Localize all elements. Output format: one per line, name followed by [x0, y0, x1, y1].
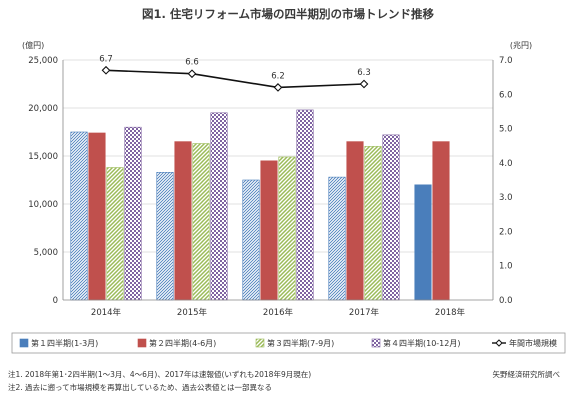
y-right-tick-label: 2.0 — [499, 227, 513, 237]
line-data-label: 6.7 — [99, 54, 113, 64]
bar-2016年-q1 — [242, 179, 260, 301]
legend-swatch — [371, 338, 381, 348]
line-marker — [273, 83, 283, 92]
y-right-unit: (兆円) — [510, 40, 532, 50]
line-marker — [101, 65, 111, 75]
legend-label: 第１四半期(1-3月) — [31, 338, 98, 348]
line-marker — [359, 79, 369, 89]
y-right-tick-label: 6.0 — [499, 90, 513, 100]
bar-2014年-q4 — [124, 126, 142, 301]
source-label: 矢野経済研究所調べ — [493, 369, 561, 379]
y-right-tick-label: 4.0 — [499, 159, 513, 169]
line-data-label: 6.6 — [185, 58, 199, 68]
x-tick-label: 2014年 — [91, 307, 122, 318]
chart-title: 図1. 住宅リフォーム市場の四半期別の市場トレンド推移 — [142, 7, 435, 21]
legend-label: 第２四半期(4-6月) — [149, 338, 216, 348]
legend-swatch — [19, 338, 29, 348]
note-1: 注1. 2018年第1･2四半期(1～3月、4～6月)、2017年は速報値(いず… — [8, 369, 311, 379]
axes: 0 5,000 10,000 15,000 20,000 25,000 0.0 1.0 2.0 3… — [28, 56, 512, 318]
legend-swatch — [137, 338, 147, 348]
y-right-tick-label: 3.0 — [499, 193, 513, 203]
y-right-tick-label: 5.0 — [499, 125, 513, 135]
bar-2017年-q4 — [382, 134, 400, 301]
bar-2016年-q2 — [260, 160, 278, 301]
legend-label: 年間市場規模 — [509, 338, 557, 348]
bar-2018年-q2 — [432, 141, 450, 301]
bar-2014年-q1 — [70, 131, 88, 301]
y-left-tick-label: 0 — [53, 296, 58, 306]
bar-2015年-q1 — [156, 172, 174, 301]
legend-box — [11, 332, 566, 354]
bar-2014年-q2 — [88, 132, 106, 301]
bar-2015年-q4 — [210, 112, 228, 301]
note-2: 注2. 過去に遡って市場規模を再算出しているため、過去公表値とは一部異なる — [8, 382, 272, 392]
bar-2017年-q3 — [364, 146, 382, 301]
y-right-tick-label: 7.0 — [499, 56, 513, 66]
legend: 第１四半期(1-3月) 第２四半期(4-6月) 第３四半期(7-9月) 第４四半期(1… — [11, 332, 566, 354]
bar-2016年-q3 — [278, 156, 296, 301]
y-left-tick-label: 25,000 — [28, 56, 58, 66]
bar-2016年-q4 — [296, 109, 314, 301]
legend-label: 第４四半期(10-12月) — [383, 338, 461, 348]
x-tick-label: 2017年 — [349, 307, 380, 318]
y-left-tick-label: 15,000 — [28, 152, 58, 162]
bar-2017年-q2 — [346, 141, 364, 301]
y-right-tick-label: 1.0 — [499, 262, 513, 272]
legend-swatch — [255, 338, 265, 348]
line-data-label: 6.2 — [271, 71, 285, 81]
bar-2017年-q1 — [328, 176, 346, 301]
bar-2015年-q2 — [174, 141, 192, 301]
y-left-tick-label: 20,000 — [28, 104, 58, 114]
line-series: 6.7 6.6 6.2 6.3 — [99, 54, 371, 92]
y-right-tick-label: 0.0 — [499, 296, 513, 306]
line-marker — [187, 69, 197, 79]
legend-label: 第３四半期(7-9月) — [267, 338, 334, 348]
bars — [70, 109, 450, 301]
y-left-tick-label: 5,000 — [34, 248, 58, 258]
x-tick-label: 2015年 — [177, 307, 208, 318]
y-left-unit: (億円) — [22, 40, 44, 50]
line-annual-market — [105, 69, 365, 89]
x-tick-label: 2018年 — [435, 307, 466, 318]
x-tick-label: 2016年 — [263, 307, 294, 318]
bar-2015年-q3 — [192, 143, 210, 301]
bar-2018年-q1 — [414, 184, 432, 301]
legend-marker — [495, 339, 503, 347]
bar-2014年-q3 — [106, 167, 124, 301]
y-left-tick-label: 10,000 — [28, 200, 58, 210]
line-data-label: 6.3 — [357, 68, 371, 78]
